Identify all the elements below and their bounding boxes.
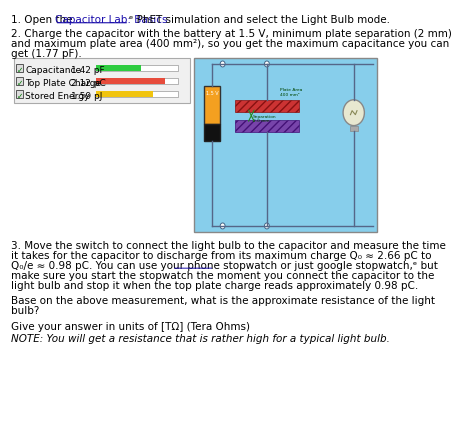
Bar — [16, 78, 23, 85]
Text: Top Plate Charge: Top Plate Charge — [25, 79, 101, 88]
Text: Give your answer in units of [TΩ] (Tera Ohms): Give your answer in units of [TΩ] (Tera … — [11, 322, 250, 332]
Text: ✓: ✓ — [17, 92, 23, 101]
Text: Base on the above measurement, what is the approximate resistance of the light: Base on the above measurement, what is t… — [11, 296, 435, 306]
Bar — [96, 92, 153, 98]
Circle shape — [220, 224, 225, 230]
Text: 1.59 pJ: 1.59 pJ — [71, 92, 102, 101]
Text: 1.5 V: 1.5 V — [206, 91, 219, 95]
Bar — [204, 87, 220, 124]
Text: Capacitance: Capacitance — [25, 66, 81, 75]
Text: it takes for the capacitor to discharge from its maximum charge Q₀ ≈ 2.66 pC to: it takes for the capacitor to discharge … — [11, 250, 432, 260]
Bar — [16, 65, 23, 73]
Text: Q₀/e ≈ 0.98 pC. You can use your phone stopwatch or just google stopwatch,ᵉ but: Q₀/e ≈ 0.98 pC. You can use your phone s… — [11, 260, 438, 270]
Text: make sure you start the stopwatch the moment you connect the capacitor to the: make sure you start the stopwatch the mo… — [11, 270, 435, 280]
Bar — [16, 91, 23, 99]
Text: Stored Energy: Stored Energy — [25, 92, 90, 101]
Text: get (1.77 pF).: get (1.77 pF). — [11, 49, 82, 59]
Text: 2.12 pC: 2.12 pC — [71, 79, 106, 88]
Bar — [235, 120, 299, 132]
Text: bulb?: bulb? — [11, 306, 40, 316]
Text: Separation
2.0 mm: Separation 2.0 mm — [253, 115, 276, 123]
Text: 2. Charge the capacitor with the battery at 1.5 V, minimum plate separation (2 m: 2. Charge the capacitor with the battery… — [11, 29, 452, 39]
Bar — [204, 124, 220, 142]
Circle shape — [343, 101, 365, 126]
Bar — [235, 101, 299, 112]
Circle shape — [264, 62, 269, 68]
Text: 3. Move the switch to connect the light bulb to the capacitor and measure the ti: 3. Move the switch to connect the light … — [11, 240, 446, 250]
Text: NOTE: You will get a resistance that is rather high for a typical light bulb.: NOTE: You will get a resistance that is … — [11, 333, 390, 343]
Text: Capacitor Lab: Basics: Capacitor Lab: Basics — [55, 15, 167, 25]
Bar — [96, 79, 178, 85]
Bar — [96, 92, 178, 98]
Bar — [96, 66, 178, 72]
Text: ✓: ✓ — [17, 66, 23, 75]
Bar — [96, 66, 141, 72]
Text: ✓: ✓ — [17, 79, 23, 88]
Text: 1.42 pF: 1.42 pF — [71, 66, 105, 75]
Text: ᵉ PhET simulation and select the Light Bulb mode.: ᵉ PhET simulation and select the Light B… — [129, 15, 390, 25]
Bar — [96, 79, 165, 85]
Bar — [194, 59, 377, 232]
Bar — [14, 59, 190, 103]
Circle shape — [220, 62, 225, 68]
Bar — [350, 126, 358, 131]
Circle shape — [264, 224, 269, 230]
Text: light bulb and stop it when the top plate charge reads approximately 0.98 pC.: light bulb and stop it when the top plat… — [11, 280, 419, 290]
Text: Plate Area
400 mm²: Plate Area 400 mm² — [280, 88, 302, 96]
Text: 1. Open the: 1. Open the — [11, 15, 76, 25]
Text: and maximum plate area (400 mm²), so you get the maximum capacitance you can: and maximum plate area (400 mm²), so you… — [11, 39, 449, 49]
